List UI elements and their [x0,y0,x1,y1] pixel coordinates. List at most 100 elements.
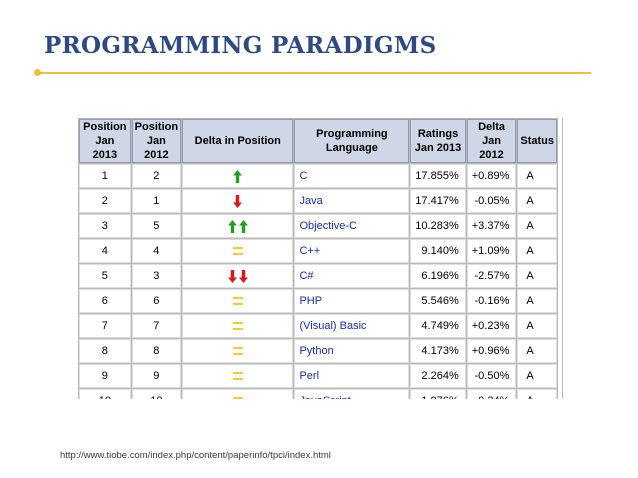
table-body: 1 2 C 17.855% +0.89% A 2 1 Java 17.417% -0.05% A 3 5 … [79,164,557,399]
cell-delta: -0.05% [466,189,517,213]
cell-delta: -0.16% [466,289,517,313]
equal-icon [232,245,243,257]
header-status: Status [517,119,557,163]
header-position-2012: Position Jan 2012 [131,119,182,163]
cell-position-2012: 1 [131,189,182,213]
cell-delta-position [182,339,294,363]
cell-delta-position [182,239,294,263]
divider-dot [34,69,41,76]
cell-position-2013: 6 [79,289,131,313]
cell-language[interactable]: Java [294,189,410,213]
cell-position-2013: 10 [79,389,131,399]
table-row: 4 4 C++ 9.140% +1.09% A [79,239,557,263]
cell-position-2013: 5 [79,264,131,288]
cell-position-2012: 5 [131,214,182,238]
table-row: 6 6 PHP 5.546% -0.16% A [79,289,557,313]
equal-icon [232,320,243,332]
cell-position-2013: 1 [79,164,131,188]
cell-position-2013: 3 [79,214,131,238]
cell-delta: +0.23% [466,314,517,338]
source-link[interactable]: http://www.tiobe.com/index.php/content/p… [60,450,331,461]
equal-icon [232,345,243,357]
cell-status: A [517,364,557,388]
cell-rating: 5.546% [410,289,466,313]
cell-delta: +0.89% [466,164,517,188]
cell-delta: -0.50% [466,364,517,388]
table-row: 2 1 Java 17.417% -0.05% A [79,189,557,213]
cell-position-2013: 8 [79,339,131,363]
cell-rating: 17.855% [410,164,466,188]
cell-status: A [517,289,557,313]
cell-rating: 4.173% [410,339,466,363]
table-row: 1010 JavaScript1.976%-0.34%A [79,389,557,399]
cell-status: A [517,314,557,338]
equal-icon [232,295,243,307]
cell-position-2012: 9 [131,364,182,388]
header-delta: Delta Jan 2012 [466,119,517,163]
equal-icon [232,395,243,399]
cell-rating: 2.264% [410,364,466,388]
cell-language[interactable]: (Visual) Basic [294,314,410,338]
cell-delta-position [182,214,294,238]
cell-position-2012: 4 [131,239,182,263]
ranking-table: Position Jan 2013 Position Jan 2012 Delta … [78,118,558,399]
table-row: 1 2 C 17.855% +0.89% A [79,164,557,188]
cell-status: A [517,214,557,238]
double-arrow-down-icon [227,269,248,283]
cell-position-2012: 7 [131,314,182,338]
cell-status: A [517,239,557,263]
cell-language[interactable]: C [294,164,410,188]
header-ratings: Ratings Jan 2013 [410,119,466,163]
equal-icon [232,370,243,382]
cell-position-2012: 2 [131,164,182,188]
header-language: Programming Language [294,119,410,163]
title-divider [40,72,591,74]
arrow-up-icon [233,169,243,183]
cell-position-2013: 4 [79,239,131,263]
cell-status: A [517,264,557,288]
cell-rating: 4.749% [410,314,466,338]
cell-rating: 10.283% [410,214,466,238]
cell-language[interactable]: Python [294,339,410,363]
cell-status: A [517,339,557,363]
table-row: 7 7 (Visual) Basic 4.749% +0.23% A [79,314,557,338]
arrow-down-icon [233,194,243,208]
cell-delta: +3.37% [466,214,517,238]
ranking-table-image: Position Jan 2013 Position Jan 2012 Delta … [78,118,563,399]
header-delta-position: Delta in Position [182,119,294,163]
cell-status: A [517,164,557,188]
slide-title: PROGRAMMING PARADIGMS [44,32,437,59]
cell-language[interactable]: Objective-C [294,214,410,238]
cell-language[interactable]: PHP [294,289,410,313]
cell-position-2012: 6 [131,289,182,313]
cell-delta-position [182,389,294,399]
cell-delta-position [182,189,294,213]
cell-rating: 17.417% [410,189,466,213]
cell-delta: +1.09% [466,239,517,263]
cell-rating: 1.976% [410,389,466,399]
table-row: 9 9 Perl 2.264% -0.50% A [79,364,557,388]
cell-delta: -2.57% [466,264,517,288]
cell-delta-position [182,314,294,338]
table-header-row: Position Jan 2013 Position Jan 2012 Delta … [79,119,557,163]
cell-delta: -0.34% [466,389,517,399]
cell-position-2013: 9 [79,364,131,388]
cell-status: A [517,389,557,399]
cell-position-2012: 8 [131,339,182,363]
cell-delta: +0.96% [466,339,517,363]
cell-language[interactable]: C++ [294,239,410,263]
cell-delta-position [182,364,294,388]
cell-rating: 6.196% [410,264,466,288]
cell-language[interactable]: JavaScript [294,389,410,399]
cell-language[interactable]: C# [294,264,410,288]
header-position-2013: Position Jan 2013 [79,119,131,163]
cell-delta-position [182,289,294,313]
cell-status: A [517,189,557,213]
cell-delta-position [182,164,294,188]
table-row: 8 8 Python 4.173% +0.96% A [79,339,557,363]
cell-position-2013: 7 [79,314,131,338]
double-arrow-up-icon [227,219,248,233]
cell-language[interactable]: Perl [294,364,410,388]
